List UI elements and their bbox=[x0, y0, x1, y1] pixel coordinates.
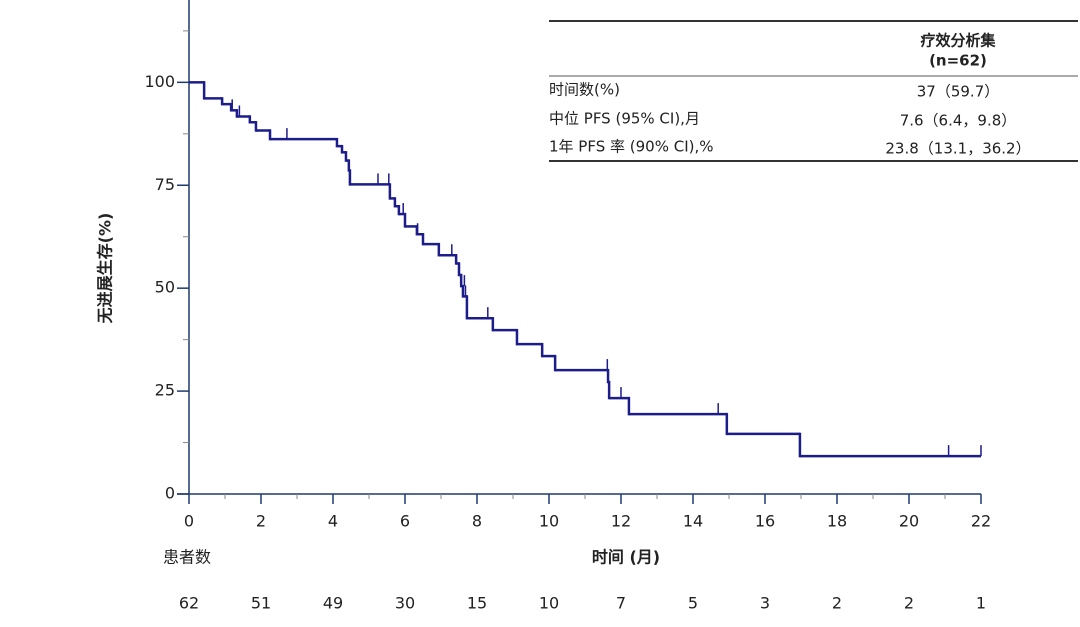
table-cell: 7.6（6.4，9.8） bbox=[900, 112, 1017, 130]
y-axis-title: 无进展生存(%) bbox=[96, 213, 115, 325]
x-tick-label: 10 bbox=[539, 512, 559, 531]
x-tick-label: 16 bbox=[755, 512, 775, 531]
at-risk-count: 51 bbox=[251, 594, 271, 613]
at-risk-count: 49 bbox=[323, 594, 343, 613]
x-tick-label: 20 bbox=[899, 512, 919, 531]
table-cell: 23.8（13.1，36.2） bbox=[885, 140, 1030, 158]
at-risk-count: 1 bbox=[976, 594, 986, 613]
y-tick-label: 25 bbox=[155, 381, 175, 400]
table-header: 疗效分析集 bbox=[920, 32, 996, 50]
table-cell: 1年 PFS 率 (90% CI),% bbox=[549, 138, 714, 156]
at-risk-count: 2 bbox=[904, 594, 914, 613]
x-axis-title: 时间 (月) bbox=[592, 548, 660, 567]
at-risk-title: 患者数 bbox=[163, 548, 211, 567]
at-risk-count: 30 bbox=[395, 594, 415, 613]
table-cell: 时间数(%) bbox=[549, 81, 620, 99]
at-risk-count: 10 bbox=[539, 594, 559, 613]
at-risk-count: 3 bbox=[760, 594, 770, 613]
at-risk-count: 15 bbox=[467, 594, 487, 613]
x-tick-label: 12 bbox=[611, 512, 631, 531]
x-tick-label: 14 bbox=[683, 512, 703, 531]
x-tick-label: 22 bbox=[971, 512, 991, 531]
x-tick-label: 6 bbox=[400, 512, 410, 531]
y-tick-label: 100 bbox=[144, 72, 175, 91]
at-risk-count: 5 bbox=[688, 594, 698, 613]
y-tick-label: 50 bbox=[155, 278, 175, 297]
y-tick-label: 0 bbox=[165, 484, 175, 503]
x-tick-label: 8 bbox=[472, 512, 482, 531]
table-cell: 中位 PFS (95% CI),月 bbox=[549, 110, 700, 128]
x-tick-label: 4 bbox=[328, 512, 338, 531]
x-tick-label: 2 bbox=[256, 512, 266, 531]
y-tick-label: 75 bbox=[155, 175, 175, 194]
at-risk-count: 62 bbox=[179, 594, 199, 613]
x-tick-label: 18 bbox=[827, 512, 847, 531]
x-tick-label: 0 bbox=[184, 512, 194, 531]
at-risk-count: 2 bbox=[832, 594, 842, 613]
table-cell: 37（59.7） bbox=[917, 83, 1000, 101]
at-risk-count: 7 bbox=[616, 594, 626, 613]
table-header: (n=62) bbox=[929, 52, 987, 70]
